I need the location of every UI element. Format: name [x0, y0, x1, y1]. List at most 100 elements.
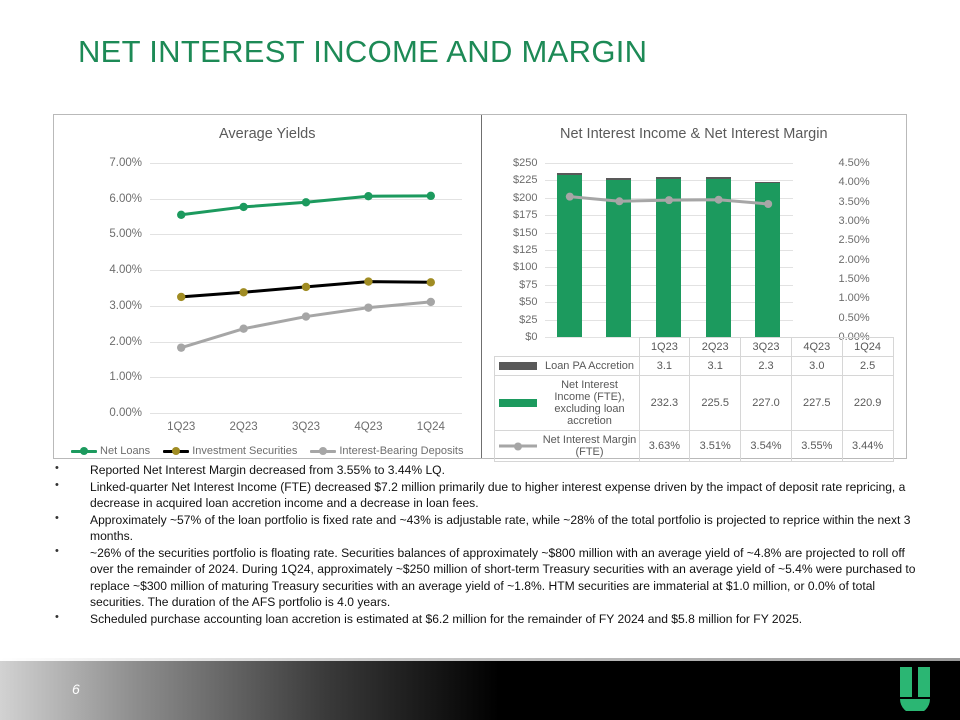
- right-chart-y-tick-left: $0: [525, 331, 538, 343]
- left-chart-series-layer: [177, 191, 435, 352]
- left-chart-gridline: [150, 270, 462, 272]
- left-chart-data-point: [239, 202, 248, 212]
- left-chart-data-point: [364, 192, 373, 201]
- right-chart-y-tick-right: 1.00%: [838, 292, 870, 305]
- swatch-nim-icon: [498, 442, 537, 451]
- company-logo-icon: [900, 667, 930, 711]
- legend-label: Net Loans: [100, 445, 151, 457]
- left-chart-y-tick: 1.00%: [109, 371, 142, 384]
- left-chart-y-tick: 5.00%: [109, 228, 142, 241]
- left-chart-gridline: [150, 234, 462, 236]
- left-chart-legend-item: Interest-Bearing Deposits: [310, 445, 463, 457]
- table-cell: 227.5: [790, 375, 843, 431]
- right-chart-nim-point: [565, 192, 574, 201]
- right-chart-nim-point: [664, 196, 673, 205]
- left-chart-legend: Net Loans Investment Securities Interest-B…: [54, 445, 481, 457]
- left-chart-line-interest-bearing-deposits: [179, 300, 433, 350]
- table-cell: 232.3: [638, 375, 691, 431]
- left-chart-data-point: [364, 277, 373, 286]
- table-cell: 2.3: [740, 356, 792, 376]
- right-chart-bar: [556, 173, 582, 337]
- right-chart-plot-area: $250 $225 $200 $175 $150 $125 $100 $75 $50 $25 $0 4…: [513, 157, 870, 343]
- bullet-item: ~26% of the securities portfolio is floa…: [53, 544, 918, 609]
- left-chart-y-tick: 0.00%: [109, 407, 142, 419]
- table-cell: 3.54%: [740, 430, 792, 462]
- right-chart-y-tick-left: $125: [513, 244, 538, 256]
- left-chart-data-point: [301, 282, 311, 292]
- right-chart-y-tick-left: $250: [513, 157, 538, 169]
- right-chart-y-tick-left: $225: [513, 174, 538, 187]
- swatch-nii-icon: [498, 399, 537, 407]
- table-row: Loan PA Accretion 3.1 3.1 2.3 3.0 2.5: [493, 356, 894, 376]
- nii-nim-data-table: 1Q23 2Q23 3Q23 4Q23 1Q24 Loan PA Accretion 3.1…: [493, 337, 894, 462]
- table-row-label: Net Interest Margin (FTE): [493, 430, 640, 462]
- right-chart-y-tick-left: $75: [519, 278, 538, 291]
- legend-label: Investment Securities: [192, 445, 298, 457]
- table-cell: 3.63%: [638, 430, 691, 462]
- right-chart-y-tick-left: $200: [513, 191, 538, 204]
- table-cell: 227.0: [740, 375, 792, 431]
- right-chart-nim-point: [763, 199, 772, 208]
- left-chart-data-point: [177, 343, 186, 352]
- right-chart-y-tick-right: 2.50%: [838, 234, 870, 247]
- left-chart-legend-item: Investment Securities: [163, 445, 297, 457]
- left-chart-data-point: [426, 297, 435, 307]
- bullet-item: Scheduled purchase accounting loan accre…: [53, 610, 918, 627]
- table-header-row: 1Q23 2Q23 3Q23 4Q23 1Q24: [494, 337, 894, 357]
- bar-segment-nii: [556, 175, 582, 337]
- right-chart-bar: [705, 176, 731, 337]
- left-chart-y-tick: 7.00%: [109, 157, 142, 169]
- left-chart-data-point: [177, 292, 186, 302]
- bar-segment-accretion: [656, 177, 681, 180]
- right-chart-nim-point: [714, 195, 723, 204]
- right-chart-y-tick-left: $150: [513, 226, 538, 239]
- left-chart-y-tick: 3.00%: [109, 299, 142, 312]
- table-row-label-text: Loan PA Accretion: [544, 360, 635, 372]
- table-header-cell: 4Q23: [790, 337, 843, 357]
- table-cell: 3.51%: [689, 430, 742, 462]
- bar-segment-nii: [705, 178, 731, 337]
- table-cell: 3.55%: [790, 430, 843, 462]
- page-title: NET INTEREST INCOME AND MARGIN: [78, 34, 648, 69]
- left-chart-gridline: [150, 163, 462, 164]
- left-chart-x-tick: 1Q24: [416, 421, 445, 433]
- bullet-item: Reported Net Interest Margin decreased f…: [53, 461, 918, 478]
- left-chart-data-point: [239, 324, 248, 333]
- table-row: Net Interest Margin (FTE) 3.63% 3.51% 3.54%…: [493, 430, 894, 462]
- bar-segment-accretion: [556, 173, 582, 176]
- charts-container: Average Yields 7.00% 6.00% 5.00% 4.00% 3.00%…: [53, 114, 907, 462]
- table-corner-cell: [494, 338, 639, 357]
- legend-swatch-icon: [71, 447, 98, 456]
- table-row-label: Loan PA Accretion: [493, 356, 640, 376]
- right-chart-bar: [755, 181, 781, 337]
- left-chart-x-axis: 1Q23 2Q23 3Q23 4Q23 1Q24: [150, 421, 462, 433]
- table-header-cell: 1Q23: [638, 337, 691, 357]
- table-row: Net Interest Income (FTE), excluding loa…: [493, 375, 894, 431]
- bar-segment-nii: [755, 183, 781, 337]
- left-chart-data-point: [364, 303, 373, 312]
- table-row-label-text: Net Interest Margin (FTE): [542, 434, 637, 458]
- right-chart-nim-line-layer: [565, 192, 772, 208]
- slide-footer: 6: [0, 658, 960, 720]
- bar-segment-accretion: [705, 176, 731, 179]
- right-chart-gridline: [544, 163, 793, 164]
- left-chart-plot-area: 7.00% 6.00% 5.00% 4.00% 3.00% 2.00% 1.00% 0.00%: [109, 157, 462, 419]
- left-chart-data-point: [426, 278, 435, 287]
- right-chart-bar: [606, 177, 632, 337]
- bar-segment-accretion: [606, 177, 632, 181]
- legend-swatch-icon: [310, 447, 337, 456]
- left-chart-data-point: [177, 210, 186, 219]
- right-chart-title: Net Interest Income & Net Interest Margi…: [559, 126, 828, 142]
- right-chart-bar: [656, 177, 681, 337]
- table-row-label-text: Net Interest Income (FTE), excluding loa…: [554, 379, 625, 427]
- left-chart-x-tick: 3Q23: [291, 421, 321, 433]
- left-chart-x-tick: 1Q23: [167, 421, 196, 433]
- table-cell: 3.44%: [841, 430, 894, 462]
- bullet-item: Linked-quarter Net Interest Income (FTE)…: [53, 478, 918, 511]
- right-chart-y-tick-right: 2.00%: [838, 253, 870, 266]
- left-chart-x-tick: 4Q23: [354, 421, 383, 433]
- legend-swatch-icon: [163, 447, 190, 456]
- table-cell: 3.1: [689, 356, 742, 376]
- right-chart-y-tick-left: $25: [519, 313, 538, 326]
- left-chart-y-tick: 6.00%: [109, 192, 142, 205]
